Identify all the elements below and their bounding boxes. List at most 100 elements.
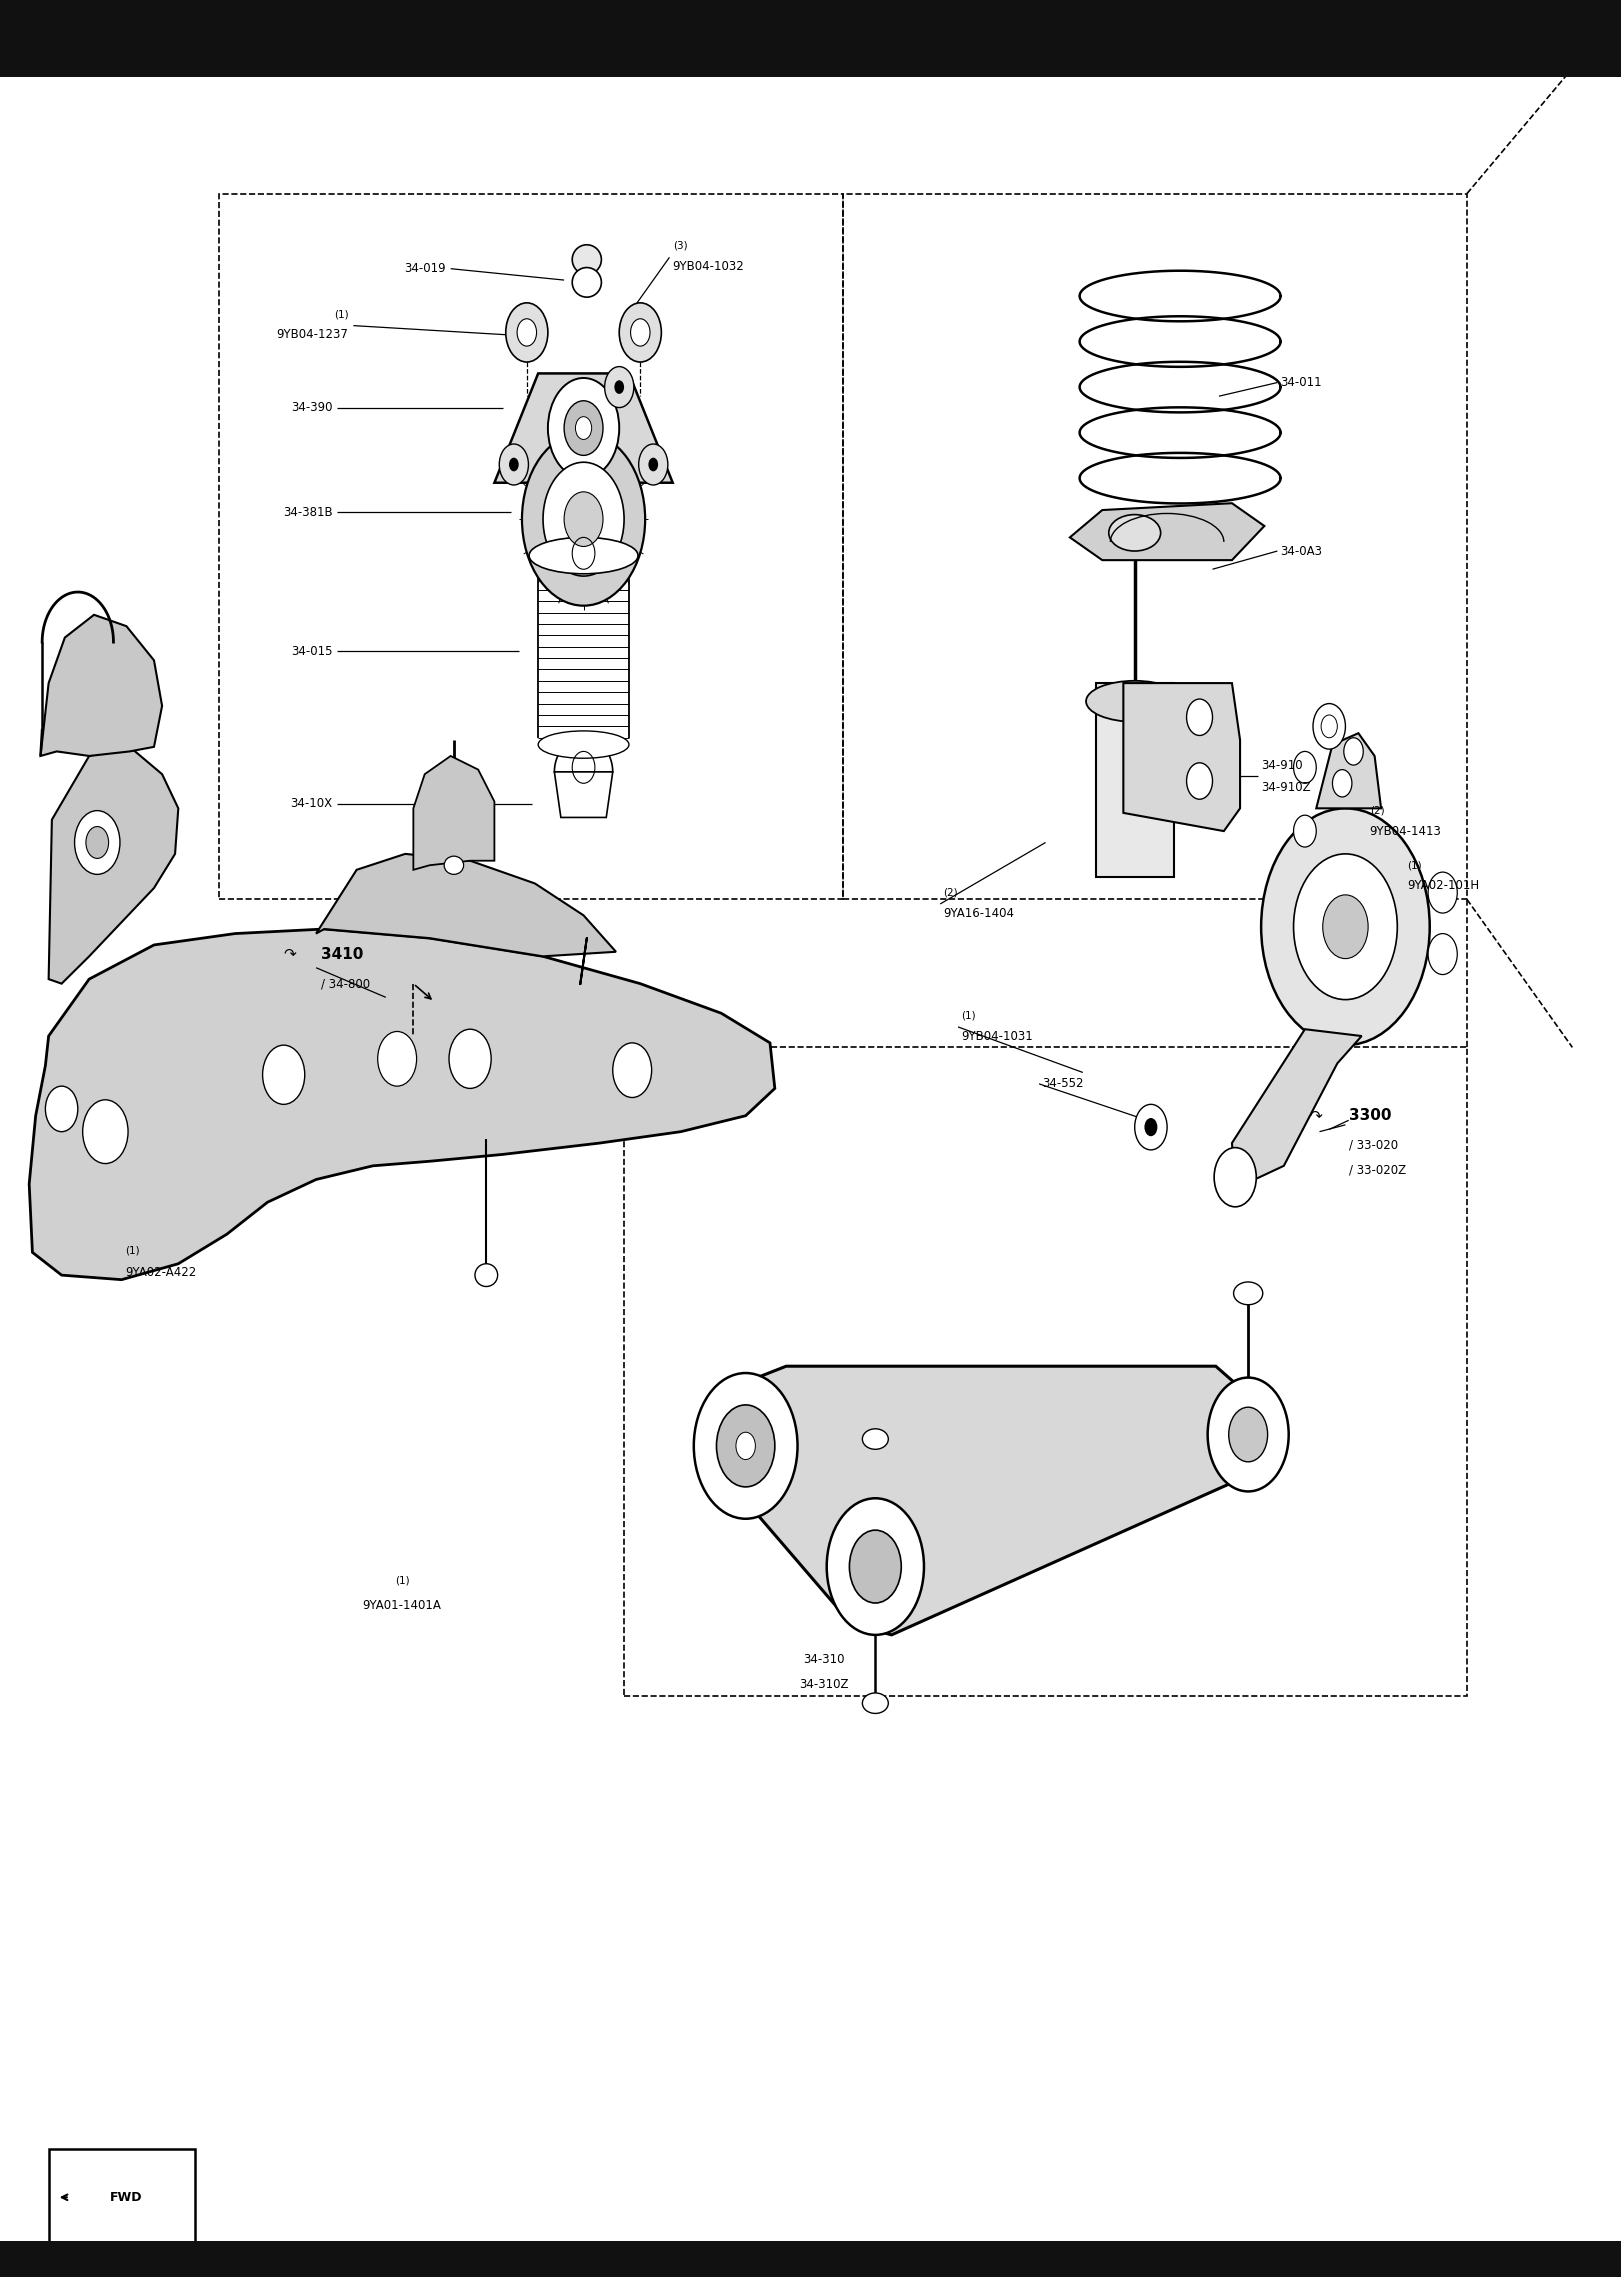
Circle shape bbox=[83, 1100, 128, 1164]
Text: (1): (1) bbox=[394, 1576, 410, 1585]
Text: ↷: ↷ bbox=[1310, 1109, 1323, 1123]
Text: 34-910: 34-910 bbox=[1261, 758, 1303, 772]
Circle shape bbox=[1214, 1148, 1256, 1207]
Ellipse shape bbox=[444, 856, 464, 874]
Ellipse shape bbox=[528, 537, 639, 574]
Circle shape bbox=[263, 1045, 305, 1104]
Text: / 33-020: / 33-020 bbox=[1349, 1138, 1397, 1152]
Text: 34-910Z: 34-910Z bbox=[1261, 781, 1311, 795]
Ellipse shape bbox=[475, 1264, 498, 1287]
Text: 9YA02-101H: 9YA02-101H bbox=[1407, 879, 1478, 893]
Text: 3410: 3410 bbox=[321, 947, 363, 961]
Text: (2): (2) bbox=[1370, 806, 1384, 815]
Text: 34-015: 34-015 bbox=[290, 644, 332, 658]
Text: 34-310Z: 34-310Z bbox=[799, 1678, 848, 1692]
Text: ↷: ↷ bbox=[284, 947, 297, 961]
Text: 34-552: 34-552 bbox=[1042, 1077, 1084, 1091]
Text: 34-019: 34-019 bbox=[404, 262, 446, 276]
Circle shape bbox=[509, 458, 519, 471]
Circle shape bbox=[694, 1373, 798, 1519]
Text: 34-10X: 34-10X bbox=[290, 797, 332, 811]
Circle shape bbox=[506, 303, 548, 362]
Bar bbox=[0, 0, 1621, 77]
Text: (1): (1) bbox=[1407, 861, 1422, 870]
Circle shape bbox=[1332, 770, 1352, 797]
Circle shape bbox=[619, 303, 661, 362]
Text: 9YB04-1031: 9YB04-1031 bbox=[961, 1029, 1033, 1043]
Ellipse shape bbox=[1086, 681, 1183, 722]
Ellipse shape bbox=[538, 731, 629, 758]
Circle shape bbox=[1208, 1378, 1289, 1491]
Text: / 34-800: / 34-800 bbox=[321, 977, 370, 990]
Circle shape bbox=[543, 462, 624, 576]
Circle shape bbox=[522, 433, 645, 606]
Circle shape bbox=[716, 1405, 775, 1487]
Circle shape bbox=[1187, 699, 1213, 735]
Text: 9YA16-1404: 9YA16-1404 bbox=[943, 906, 1015, 920]
Text: (1): (1) bbox=[334, 310, 349, 319]
Circle shape bbox=[1294, 854, 1397, 1000]
Ellipse shape bbox=[572, 266, 601, 296]
Circle shape bbox=[1229, 1407, 1268, 1462]
Polygon shape bbox=[738, 1366, 1281, 1635]
Bar bbox=[219, 194, 843, 899]
Ellipse shape bbox=[862, 1430, 888, 1448]
Circle shape bbox=[449, 1029, 491, 1088]
Circle shape bbox=[548, 378, 619, 478]
Text: 34-310: 34-310 bbox=[802, 1653, 845, 1667]
Ellipse shape bbox=[862, 1694, 888, 1712]
Circle shape bbox=[1135, 1104, 1167, 1150]
Text: 9YB04-1413: 9YB04-1413 bbox=[1370, 824, 1441, 838]
Circle shape bbox=[1428, 934, 1457, 975]
FancyBboxPatch shape bbox=[49, 2149, 195, 2245]
Text: 34-0A3: 34-0A3 bbox=[1281, 544, 1323, 558]
Bar bbox=[0, 2241, 1621, 2277]
Circle shape bbox=[736, 1432, 755, 1460]
Circle shape bbox=[1261, 808, 1430, 1045]
Circle shape bbox=[639, 444, 668, 485]
Text: (2): (2) bbox=[943, 888, 958, 897]
Circle shape bbox=[1313, 704, 1345, 749]
Polygon shape bbox=[41, 615, 162, 756]
Polygon shape bbox=[29, 929, 775, 1280]
Bar bbox=[843, 194, 1467, 899]
Circle shape bbox=[1323, 895, 1368, 959]
Circle shape bbox=[564, 401, 603, 455]
Text: 34-381B: 34-381B bbox=[282, 505, 332, 519]
Ellipse shape bbox=[1234, 1282, 1263, 1305]
Circle shape bbox=[827, 1498, 924, 1635]
Text: / 33-020Z: / 33-020Z bbox=[1349, 1164, 1405, 1177]
Text: 34-011: 34-011 bbox=[1281, 376, 1323, 389]
Text: 34-390: 34-390 bbox=[290, 401, 332, 414]
Text: 9YB04-1237: 9YB04-1237 bbox=[277, 328, 349, 342]
Circle shape bbox=[631, 319, 650, 346]
Circle shape bbox=[1144, 1118, 1157, 1136]
Polygon shape bbox=[554, 738, 613, 772]
Polygon shape bbox=[1070, 503, 1264, 560]
Circle shape bbox=[605, 367, 634, 408]
Circle shape bbox=[1294, 751, 1316, 783]
Text: 9YA01-1401A: 9YA01-1401A bbox=[363, 1598, 441, 1612]
Polygon shape bbox=[1123, 683, 1240, 831]
Circle shape bbox=[613, 1043, 652, 1098]
Text: (1): (1) bbox=[961, 1011, 976, 1020]
Circle shape bbox=[378, 1031, 417, 1086]
Circle shape bbox=[564, 492, 603, 546]
Text: (1): (1) bbox=[125, 1246, 139, 1255]
Circle shape bbox=[1187, 763, 1213, 799]
Circle shape bbox=[648, 458, 658, 471]
Polygon shape bbox=[494, 373, 673, 483]
Polygon shape bbox=[413, 756, 494, 870]
Bar bbox=[624, 1047, 1467, 1696]
Text: 9YA02-A422: 9YA02-A422 bbox=[125, 1266, 196, 1280]
Polygon shape bbox=[1316, 733, 1381, 808]
Text: 3300: 3300 bbox=[1349, 1109, 1391, 1123]
Circle shape bbox=[86, 827, 109, 858]
Circle shape bbox=[1428, 872, 1457, 913]
Bar bbox=[1096, 683, 1174, 877]
Text: 9YB04-1032: 9YB04-1032 bbox=[673, 260, 744, 273]
Ellipse shape bbox=[1109, 515, 1161, 551]
Circle shape bbox=[517, 319, 537, 346]
Text: (3): (3) bbox=[673, 241, 687, 250]
Circle shape bbox=[75, 811, 120, 874]
